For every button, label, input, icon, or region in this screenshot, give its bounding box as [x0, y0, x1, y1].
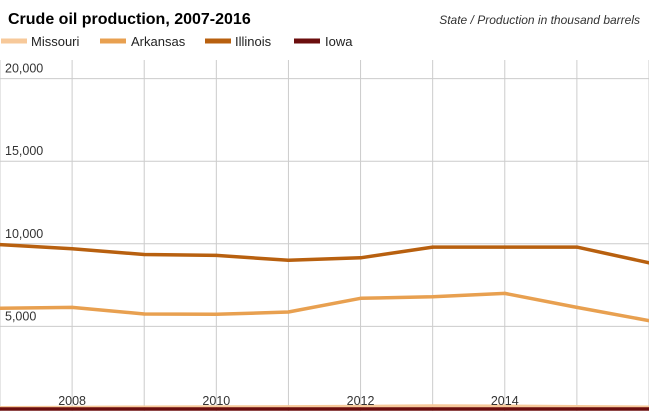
- legend-item-arkansas: Arkansas: [100, 34, 186, 49]
- data-point-arkansas-2015: [575, 305, 579, 310]
- legend-label-iowa: Iowa: [325, 34, 353, 49]
- data-point-illinois-2012: [358, 256, 363, 260]
- legend-item-iowa: Iowa: [294, 34, 353, 49]
- data-point-iowa-2010: [214, 407, 218, 411]
- y-tick-label-10-000: 10,000: [5, 227, 43, 241]
- data-point-arkansas-2011: [286, 310, 291, 314]
- x-tick-label-2014: 2014: [491, 394, 519, 408]
- grid: [0, 60, 649, 409]
- x-tick-label-2012: 2012: [347, 394, 375, 408]
- data-point-illinois-2011: [286, 258, 291, 262]
- data-point-iowa-2008: [70, 407, 74, 411]
- y-tick-label-5-000: 5,000: [5, 309, 36, 323]
- data-point-arkansas-2009: [142, 312, 146, 316]
- legend-item-illinois: Illinois: [205, 34, 272, 49]
- data-point-arkansas-2010: [214, 312, 218, 316]
- legend-label-arkansas: Arkansas: [131, 34, 186, 49]
- legend-label-illinois: Illinois: [235, 34, 272, 49]
- y-tick-label-15-000: 15,000: [5, 144, 43, 158]
- series-lines: [0, 242, 649, 411]
- x-tick-label-2008: 2008: [58, 394, 86, 408]
- x-tick-label-2010: 2010: [202, 394, 230, 408]
- data-point-arkansas-2014: [503, 291, 507, 295]
- data-point-arkansas-2012: [358, 296, 363, 300]
- data-point-arkansas-2008: [70, 305, 74, 310]
- data-point-illinois-2010: [214, 253, 218, 257]
- chart-subtitle: State / Production in thousand barrels: [439, 13, 640, 27]
- y-tick-label-20-000: 20,000: [5, 62, 43, 76]
- data-point-arkansas-2007: [0, 306, 2, 310]
- chart-title: Crude oil production, 2007-2016: [8, 11, 251, 28]
- series-line-illinois: [0, 242, 649, 265]
- data-point-iowa-2007: [0, 407, 2, 411]
- data-point-illinois-2013: [431, 245, 435, 249]
- data-point-arkansas-2013: [431, 295, 435, 299]
- data-point-illinois-2008: [70, 247, 74, 251]
- data-point-iowa-2011: [286, 407, 291, 411]
- data-point-illinois-2009: [142, 252, 146, 257]
- data-point-illinois-2007: [0, 243, 2, 247]
- y-axis-ticks: 5,000 10,000 15,000 20,000: [5, 62, 43, 324]
- series-line-arkansas: [0, 291, 649, 323]
- data-point-iowa-2015: [575, 407, 579, 411]
- legend-label-missouri: Missouri: [31, 34, 80, 49]
- x-axis-ticks: 2008 2010 2012 2014: [58, 394, 519, 408]
- data-point-illinois-2014: [503, 245, 507, 249]
- data-point-iowa-2012: [358, 407, 363, 411]
- data-point-iowa-2014: [503, 407, 507, 411]
- data-point-iowa-2013: [431, 407, 435, 411]
- data-point-missouri-2013: [431, 404, 435, 408]
- data-point-iowa-2009: [142, 407, 146, 411]
- data-point-missouri-2014: [503, 404, 507, 408]
- legend: Missouri Arkansas Illinois Iowa: [1, 34, 353, 49]
- data-point-illinois-2015: [575, 245, 579, 249]
- legend-item-missouri: Missouri: [1, 34, 80, 49]
